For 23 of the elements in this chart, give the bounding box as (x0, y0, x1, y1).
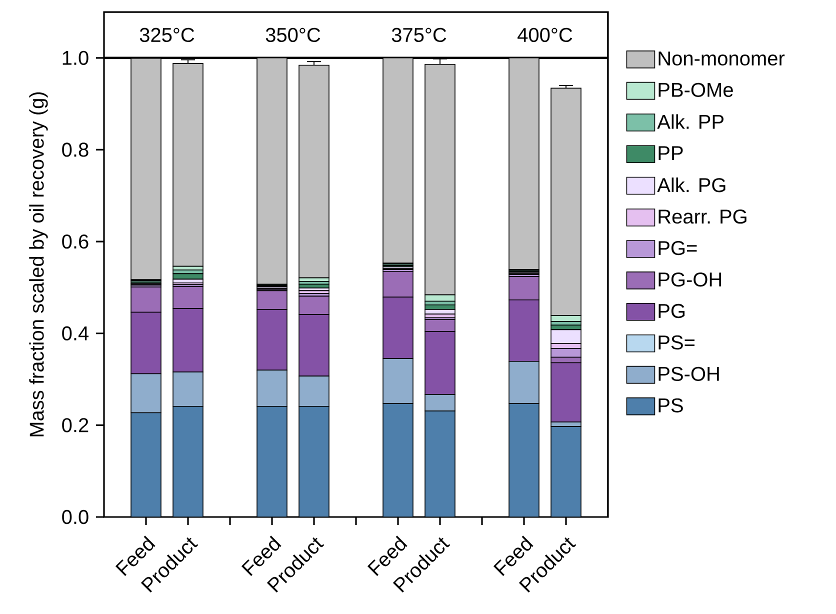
legend-label: PS (658, 398, 683, 412)
y-tick-label: 1.0 (62, 50, 88, 65)
y-tick-label: 0.0 (62, 510, 88, 524)
legend-label: PS= (658, 335, 694, 350)
legend-label: PG (658, 304, 685, 318)
annotation: 350°C (266, 28, 320, 42)
annotation: 400°C (518, 28, 572, 42)
y-tick-label: 0.2 (62, 418, 88, 432)
y-tick-label: 0.6 (62, 234, 88, 249)
annotation: 325°C (140, 28, 194, 42)
y-axis-title: Mass fraction scaled by oil recovery (g) (29, 92, 48, 436)
legend-label: Alk. PP (657, 114, 724, 129)
legend-label: PS-OH (658, 366, 719, 381)
legend-label: Rearr. PG (658, 210, 746, 224)
legend-label: PG= (658, 240, 697, 256)
annotation: 375°C (392, 28, 446, 42)
legend-label: Alk. PG (657, 178, 726, 192)
y-tick-label: 0.4 (62, 326, 89, 340)
legend-label: Non-monomer (658, 52, 785, 66)
legend-label: PG-OH (658, 272, 722, 287)
y-tick-label: 0.8 (62, 142, 88, 157)
legend-label: PB-OMe (658, 82, 733, 97)
legend-label: PP (658, 146, 683, 160)
